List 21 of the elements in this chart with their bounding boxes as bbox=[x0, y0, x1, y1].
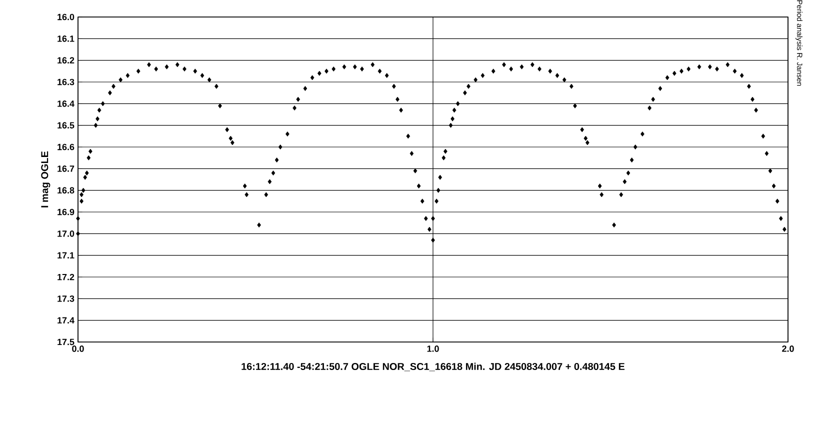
x-tick-label: 1.0 bbox=[427, 346, 439, 352]
y-tick-label: 17.4 bbox=[58, 317, 74, 324]
y-tick-label: 17.0 bbox=[58, 230, 74, 237]
y-axis-title: I mag OGLE bbox=[41, 151, 50, 208]
y-tick-label: 16.0 bbox=[58, 14, 74, 20]
y-tick-label: 16.1 bbox=[58, 35, 74, 42]
y-tick-label: 16.7 bbox=[58, 165, 74, 172]
y-tick-label: 16.4 bbox=[58, 100, 74, 107]
y-tick-label: 16.8 bbox=[58, 187, 74, 194]
x-tick-label: 0.0 bbox=[72, 346, 84, 352]
y-tick-label: 17.3 bbox=[58, 295, 74, 302]
y-tick-label: 17.5 bbox=[58, 338, 74, 346]
y-tick-label: 16.9 bbox=[58, 208, 74, 216]
y-tick-label: 16.3 bbox=[58, 78, 74, 86]
x-tick-label: 2.0 bbox=[782, 346, 794, 352]
y-tick-label: 17.2 bbox=[58, 274, 74, 280]
x-axis-title: 16:12:11.40 -54:21:50.7 OGLE NOR_SC1_16618 Min. JD 2450834.007 + 0.480145 E bbox=[242, 362, 625, 372]
y-tick-label: 16.2 bbox=[58, 57, 74, 64]
y-tick-label: 17.1 bbox=[58, 252, 74, 258]
y-tick-label: 16.5 bbox=[58, 122, 74, 129]
y-tick-label: 16.6 bbox=[58, 144, 74, 150]
